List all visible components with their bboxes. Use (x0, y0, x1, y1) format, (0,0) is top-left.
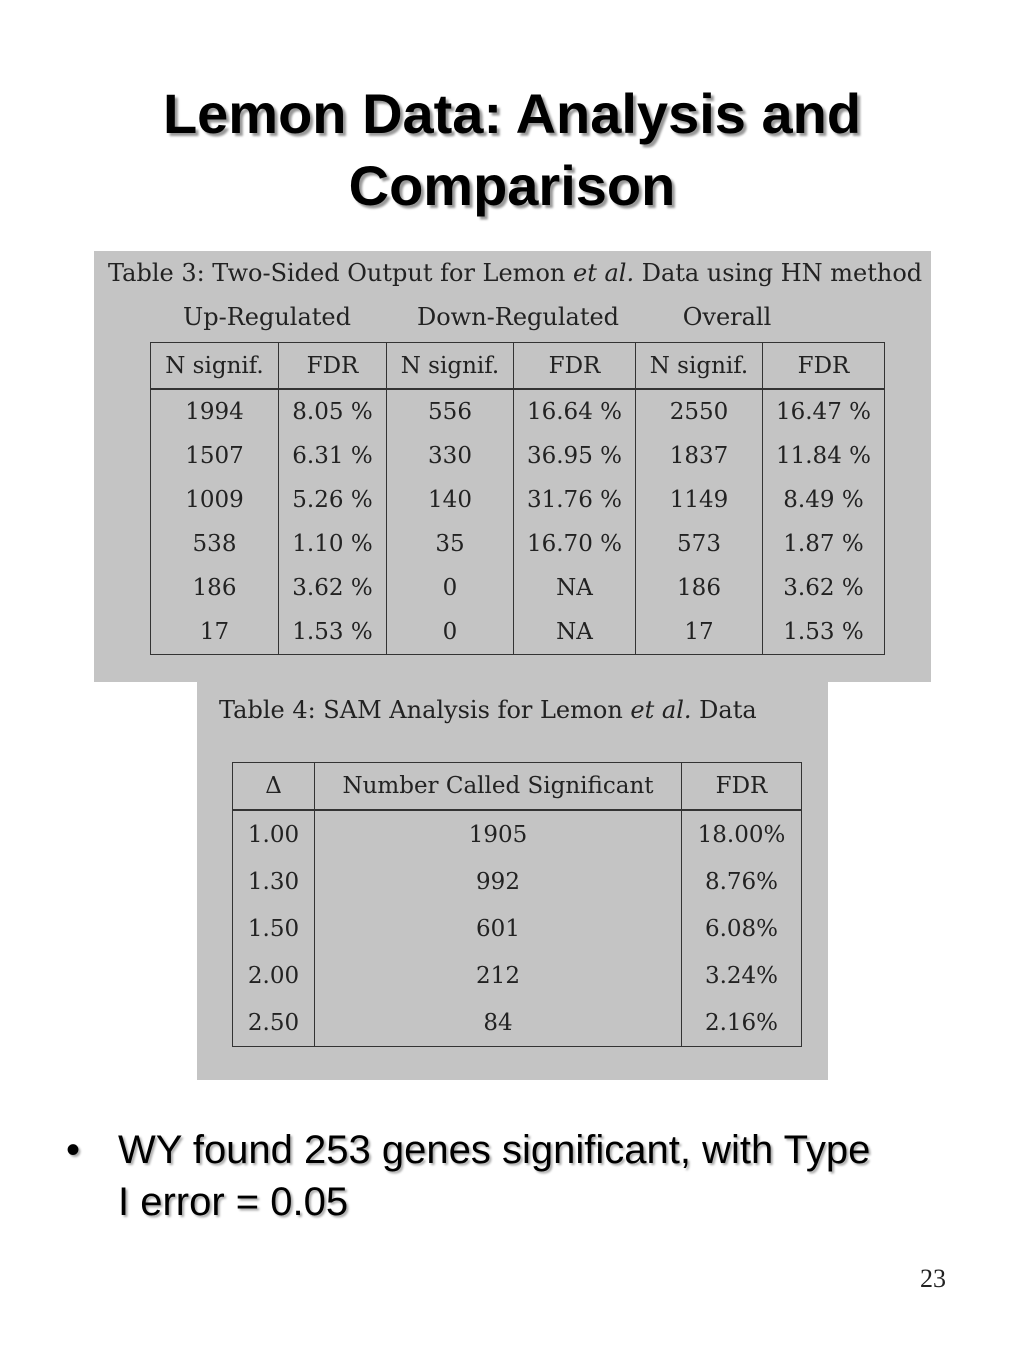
table-cell: 330 (386, 434, 514, 478)
table-row: 2.50 84 2.16% (232, 999, 802, 1047)
table-cell: 6.08% (681, 905, 802, 952)
table-cell: 2550 (635, 389, 763, 434)
table-cell: 16.70 % (513, 522, 636, 566)
table-cell: 1.53 % (762, 610, 885, 655)
table-cell: 17 (150, 610, 279, 655)
table-row: 1994 8.05 % 556 16.64 % 2550 16.47 % (150, 389, 885, 434)
table: Δ Number Called Significant FDR 1.00 1905 18.… (232, 762, 802, 1047)
caption-part: et al. (572, 259, 635, 287)
table-cell: 1837 (635, 434, 763, 478)
table-cell: 2.50 (232, 999, 315, 1047)
table-cell: 1.53 % (278, 610, 387, 655)
table-cell: 6.31 % (278, 434, 387, 478)
table-row: 538 1.10 % 35 16.70 % 573 1.87 % (150, 522, 885, 566)
table-cell: 18.00% (681, 810, 802, 858)
header-cell: N signif. (150, 342, 279, 390)
table-cell: 573 (635, 522, 763, 566)
table-cell: 8.05 % (278, 389, 387, 434)
table-row: 1.00 1905 18.00% (232, 810, 802, 858)
table-cell: 3.62 % (762, 566, 885, 610)
table-cell: 0 (386, 610, 514, 655)
table-cell: 8.49 % (762, 478, 885, 522)
table-cell: 1507 (150, 434, 279, 478)
page-number: 23 (920, 1264, 946, 1293)
table-cell: 1.87 % (762, 522, 885, 566)
table-3-panel: Table 3: Two-Sided Output for Lemon et a… (94, 251, 931, 682)
table-row: 2.00 212 3.24% (232, 952, 802, 999)
table-row: 186 3.62 % 0 NA 186 3.62 % (150, 566, 885, 610)
table-row: 1009 5.26 % 140 31.76 % 1149 8.49 % (150, 478, 885, 522)
table-cell: 1.50 (232, 905, 315, 952)
slide-title: Lemon Data: Analysis and Comparison (162, 82, 862, 217)
header-cell: N signif. (386, 342, 514, 390)
table-cell: 36.95 % (513, 434, 636, 478)
table-cell: NA (513, 610, 636, 655)
caption-part: Table 3: Two-Sided Output for Lemon (108, 259, 573, 287)
table-cell: 601 (314, 905, 682, 952)
group-header: Overall (682, 303, 772, 331)
table-cell: 1.10 % (278, 522, 387, 566)
table-cell: 1905 (314, 810, 682, 858)
bullet-text: WY found 253 genes significant, with Typ… (60, 1124, 880, 1228)
table-cell: 2.00 (232, 952, 315, 999)
group-header: Down-Regulated (416, 303, 620, 331)
table-cell: 992 (314, 858, 682, 905)
caption-part: Data (691, 696, 757, 724)
table-cell: 2.16% (681, 999, 802, 1047)
table-row: 17 1.53 % 0 NA 17 1.53 % (150, 610, 885, 655)
table-cell: 5.26 % (278, 478, 387, 522)
table-cell: 212 (314, 952, 682, 999)
group-header: Up-Regulated (183, 303, 351, 331)
header-cell: N signif. (635, 342, 763, 390)
table-cell: 556 (386, 389, 514, 434)
table-cell: 1.00 (232, 810, 315, 858)
table-4-panel: Table 4: SAM Analysis for Lemon et al. D… (197, 682, 828, 1080)
table-cell: 186 (150, 566, 279, 610)
table-cell: 1009 (150, 478, 279, 522)
caption-part: et al. (630, 696, 692, 724)
header-row: Δ Number Called Significant FDR (232, 762, 802, 811)
header-cell: Δ (232, 762, 315, 811)
header-cell: Number Called Significant (314, 762, 682, 811)
table-cell: 1149 (635, 478, 763, 522)
table-cell: 0 (386, 566, 514, 610)
table-cell: 17 (635, 610, 763, 655)
table-cell: 11.84 % (762, 434, 885, 478)
table-cell: 186 (635, 566, 763, 610)
table-cell: 1994 (150, 389, 279, 434)
table-row: 1.50 601 6.08% (232, 905, 802, 952)
table-cell: 16.47 % (762, 389, 885, 434)
caption-part: Table 4: SAM Analysis for Lemon (219, 696, 631, 724)
header-cell: FDR (513, 342, 636, 390)
table-cell: 16.64 % (513, 389, 636, 434)
table-cell: 35 (386, 522, 514, 566)
header-cell: FDR (762, 342, 885, 390)
table-cell: 3.24% (681, 952, 802, 999)
table-cell: NA (513, 566, 636, 610)
header-cell: FDR (681, 762, 802, 811)
table-caption: Table 4: SAM Analysis for Lemon et al. D… (219, 696, 757, 724)
table-cell: 140 (386, 478, 514, 522)
table-row: 1507 6.31 % 330 36.95 % 1837 11.84 % (150, 434, 885, 478)
table-cell: 1.30 (232, 858, 315, 905)
table: N signif. FDR N signif. FDR N signif. FDR 1994… (150, 342, 885, 655)
header-cell: FDR (278, 342, 387, 390)
header-row: N signif. FDR N signif. FDR N signif. FDR (150, 342, 885, 390)
table-cell: 31.76 % (513, 478, 636, 522)
table-cell: 8.76% (681, 858, 802, 905)
table-cell: 538 (150, 522, 279, 566)
table-cell: 3.62 % (278, 566, 387, 610)
table-cell: 84 (314, 999, 682, 1047)
table-row: 1.30 992 8.76% (232, 858, 802, 905)
table-caption: Table 3: Two-Sided Output for Lemon et a… (108, 259, 922, 287)
caption-part: Data using HN method (634, 259, 923, 287)
